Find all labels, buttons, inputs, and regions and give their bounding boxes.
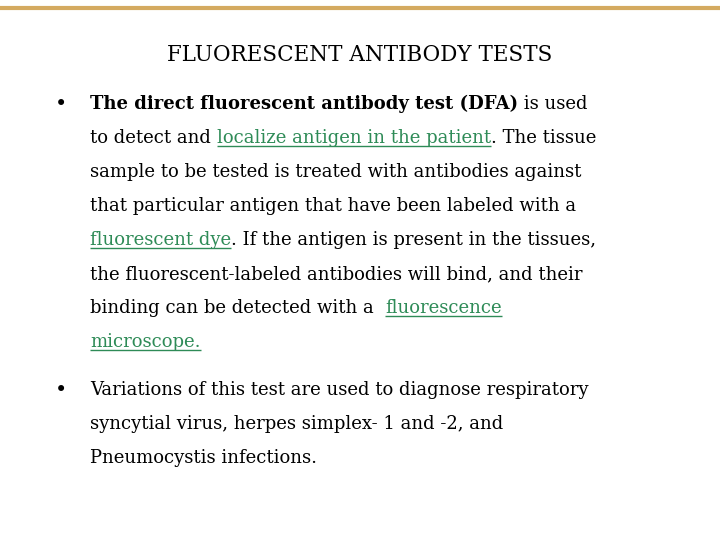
Text: The direct fluorescent antibody test (DFA): The direct fluorescent antibody test (DF… bbox=[90, 95, 518, 113]
Text: to detect and: to detect and bbox=[90, 129, 217, 147]
Text: fluorescence: fluorescence bbox=[385, 299, 502, 317]
Text: . The tissue: . The tissue bbox=[491, 129, 596, 147]
Text: syncytial virus, herpes simplex- 1 and -2, and: syncytial virus, herpes simplex- 1 and -… bbox=[90, 415, 503, 433]
Text: microscope.: microscope. bbox=[90, 333, 200, 351]
Text: •: • bbox=[55, 95, 67, 114]
Text: binding can be detected with a: binding can be detected with a bbox=[90, 299, 385, 317]
Text: sample to be tested is treated with antibodies against: sample to be tested is treated with anti… bbox=[90, 163, 581, 181]
Text: is used: is used bbox=[518, 95, 588, 113]
Text: that particular antigen that have been labeled with a: that particular antigen that have been l… bbox=[90, 197, 576, 215]
Text: the fluorescent-labeled antibodies will bind, and their: the fluorescent-labeled antibodies will … bbox=[90, 265, 582, 283]
Text: FLUORESCENT ANTIBODY TESTS: FLUORESCENT ANTIBODY TESTS bbox=[167, 44, 553, 66]
Text: localize antigen in the patient: localize antigen in the patient bbox=[217, 129, 491, 147]
Text: . If the antigen is present in the tissues,: . If the antigen is present in the tissu… bbox=[231, 231, 596, 249]
Text: Variations of this test are used to diagnose respiratory: Variations of this test are used to diag… bbox=[90, 381, 588, 399]
Text: fluorescent dye: fluorescent dye bbox=[90, 231, 231, 249]
Text: •: • bbox=[55, 381, 67, 400]
Text: Pneumocystis infections.: Pneumocystis infections. bbox=[90, 449, 317, 467]
